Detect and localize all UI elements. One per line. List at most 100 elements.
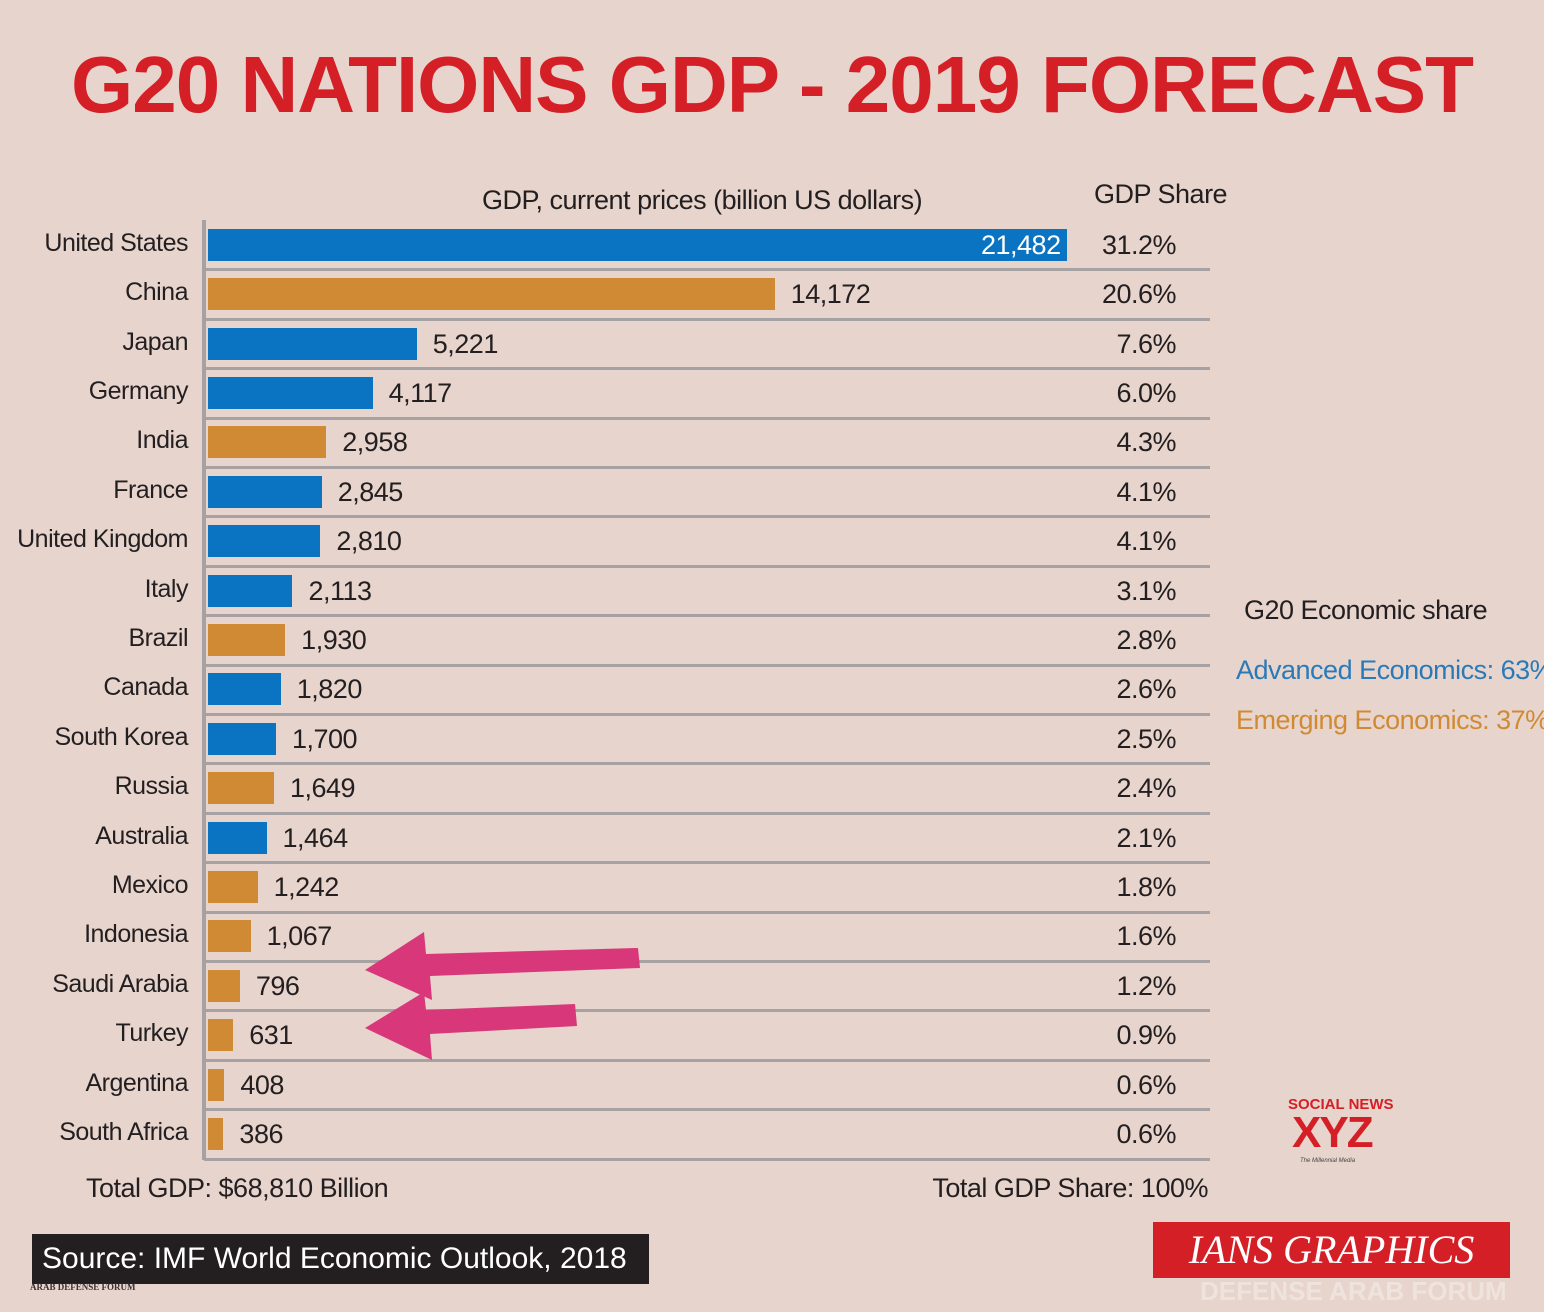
gdp-share-label: 6.0%	[1116, 377, 1176, 408]
row-separator	[204, 564, 1210, 568]
country-label: Mexico	[111, 870, 189, 899]
bar-south-africa	[208, 1117, 224, 1150]
source-note: Source: IMF World Economic Outlook, 2018	[32, 1234, 649, 1284]
country-label: Italy	[144, 574, 189, 603]
country-label: France	[113, 475, 188, 504]
page-title: G20 NATIONS GDP - 2019 FORECAST	[71, 40, 1474, 129]
xyz-tagline: The Millennial Media	[1300, 1158, 1356, 1164]
gdp-share-label: 3.1%	[1116, 575, 1176, 606]
country-label: Russia	[114, 772, 189, 801]
bar-value-label: 796	[255, 970, 300, 1001]
bar-value-label: 2,845	[337, 476, 404, 507]
row-separator	[204, 713, 1210, 716]
row-separator	[204, 663, 1210, 667]
country-label: Japan	[122, 327, 188, 356]
bar-value-label: 408	[240, 1069, 284, 1100]
bar-united-kingdom	[208, 525, 321, 558]
bar-value-label: 1,700	[291, 723, 358, 754]
highlight-arrows	[365, 932, 640, 1060]
total-share: Total GDP Share: 100%	[932, 1173, 1208, 1203]
row-separator	[204, 1058, 1210, 1062]
country-label: Saudi Arabia	[52, 969, 188, 998]
gdp-share-label: 4.3%	[1116, 427, 1176, 458]
country-label: United Kingdom	[17, 525, 188, 554]
ians-graphics-credit: IANS GRAPHICS	[1153, 1222, 1510, 1278]
bar-india	[208, 426, 327, 459]
bar-canada	[208, 673, 281, 706]
country-label: Germany	[88, 376, 189, 405]
bar-value-label: 1,464	[282, 822, 349, 853]
country-label: Canada	[103, 673, 188, 702]
bar-value-label: 1,649	[289, 773, 356, 804]
row-separator	[204, 367, 1210, 371]
bar-value-label: 14,172	[790, 279, 871, 310]
gdp-share-label: 20.6%	[1101, 279, 1177, 310]
gdp-share-label: 4.1%	[1116, 476, 1176, 507]
bar-value-label: 1,930	[301, 624, 367, 655]
row-separator	[204, 811, 1210, 815]
bar-france	[208, 475, 322, 508]
y-axis-line	[202, 220, 206, 1160]
gdp-share-label: 2.8%	[1116, 624, 1176, 655]
bar-japan	[208, 327, 417, 360]
gdp-share-label: 4.1%	[1116, 526, 1176, 557]
bar-value-label: 1,242	[273, 871, 340, 902]
bar-united-states	[208, 228, 1067, 261]
bar-value-label: 631	[249, 1020, 293, 1051]
row-separator	[204, 614, 1210, 618]
bar-brazil	[208, 623, 286, 656]
bar-value-label: 5,221	[432, 328, 499, 359]
bar-value-label: 2,810	[336, 526, 402, 557]
row-separator	[204, 416, 1210, 420]
row-separator	[204, 1157, 1210, 1161]
bar-value-label: 4,117	[388, 377, 453, 408]
gdp-share-label: 31.2%	[1101, 229, 1177, 260]
bar-saudi-arabia	[208, 969, 240, 1002]
bar-australia	[208, 821, 267, 854]
country-label: Indonesia	[84, 920, 188, 949]
arrow-icon	[365, 932, 640, 1000]
bar-turkey	[208, 1019, 234, 1052]
bar-germany	[208, 376, 373, 409]
gdp-share-label: 1.6%	[1116, 921, 1176, 952]
country-label: South Africa	[59, 1117, 188, 1146]
arrow-icon	[365, 992, 577, 1060]
country-label: South Korea	[54, 722, 189, 751]
row-separator	[204, 466, 1210, 469]
bar-indonesia	[208, 920, 251, 953]
x-axis-label: GDP, current prices (billion US dollars)	[482, 185, 923, 215]
bar-argentina	[208, 1068, 225, 1101]
country-label: China	[125, 278, 188, 307]
gdp-share-label: 2.1%	[1116, 822, 1176, 853]
total-gdp: Total GDP: $68,810 Billion	[86, 1173, 389, 1203]
gdp-share-label: 1.2%	[1116, 970, 1176, 1001]
legend-title: G20 Economic share	[1244, 595, 1488, 625]
forum-watermark: DEFENSE ARAB FORUM	[1200, 1276, 1507, 1306]
row-separator	[204, 268, 1210, 272]
row-separator	[204, 515, 1210, 519]
share-header: GDP Share	[1094, 179, 1228, 209]
gdp-share-label: 7.6%	[1116, 328, 1176, 359]
gdp-share-label: 2.6%	[1116, 674, 1176, 705]
legend-advanced: Advanced Economics: 63%	[1236, 655, 1544, 685]
country-label: Turkey	[115, 1019, 189, 1048]
bar-china	[208, 278, 775, 311]
country-label: United States	[44, 228, 188, 257]
bar-value-label: 1,067	[266, 921, 333, 952]
bar-value-label: 2,958	[342, 427, 408, 458]
gdp-share-label: 2.5%	[1116, 723, 1176, 754]
forum-logo-text: ARAB DEFENSE FORUM	[30, 1282, 136, 1292]
country-label: Australia	[95, 821, 188, 850]
bar-mexico	[208, 870, 258, 903]
country-label: Brazil	[128, 623, 188, 652]
bar-value-label: 386	[239, 1118, 283, 1149]
bar-south-korea	[208, 722, 276, 755]
row-separator	[204, 861, 1210, 865]
country-label: India	[136, 426, 188, 455]
row-separator	[204, 762, 1210, 766]
xyz-logo: XYZ	[1292, 1108, 1374, 1157]
legend-emerging: Emerging Economics: 37%	[1236, 705, 1544, 735]
bar-value-label: 1,820	[296, 674, 363, 705]
social-news-logo: SOCIAL NEWS	[1288, 1096, 1394, 1113]
